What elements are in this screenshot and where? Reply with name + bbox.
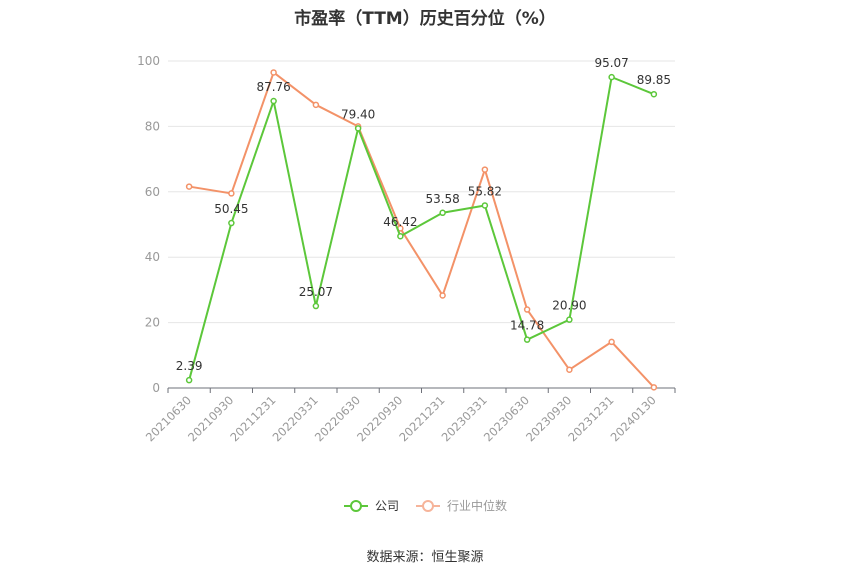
series-1-point	[439, 292, 446, 299]
legend-item-industry[interactable]: 行业中位数	[415, 497, 507, 514]
data-labels: 2.39 50.45 87.76 25.07 79.40 46.42 53.58 55.82 1…	[176, 56, 671, 373]
x-axis: 2021063020210930202112312022033120220630…	[143, 387, 676, 444]
series-layer	[185, 69, 658, 391]
series-0-point	[312, 302, 320, 310]
line-chart: 0 20 40 60 80 100 202106302021093020211231202…	[137, 54, 676, 444]
legend-marker-company	[343, 499, 368, 512]
data-label: 50.45	[214, 202, 248, 216]
series-0-point	[185, 376, 193, 384]
data-label: 46.42	[383, 215, 417, 229]
series-0-point	[228, 219, 235, 227]
data-label: 95.07	[594, 56, 628, 70]
series-1-point	[650, 384, 658, 391]
series-0-point	[354, 125, 362, 132]
series-line-0	[188, 76, 655, 381]
series-1-point	[608, 338, 615, 346]
series-1-point	[228, 190, 235, 197]
series-0-point	[566, 316, 573, 323]
series-line-1	[188, 71, 655, 389]
series-0-point	[650, 90, 658, 98]
series-0-point	[439, 209, 446, 217]
y-tick-label: 100	[137, 54, 160, 68]
data-label: 20.90	[552, 299, 586, 313]
legend-marker-industry	[416, 499, 440, 512]
legend-label-industry: 行业中位数	[447, 499, 508, 513]
y-tick-label: 40	[145, 250, 160, 264]
series-1-point	[312, 101, 320, 109]
series-1-point	[523, 306, 531, 313]
series-1-point	[185, 183, 193, 190]
chart-title: 市盈率（TTM）历史百分位（%）	[294, 9, 556, 29]
legend-label-company: 公司	[374, 499, 399, 513]
y-tick-label: 80	[145, 119, 160, 133]
data-label: 55.82	[468, 184, 502, 198]
series-0-point	[608, 73, 615, 81]
legend: 公司 行业中位数	[0, 497, 850, 514]
data-label: 25.07	[299, 285, 333, 299]
y-tick-label: 20	[145, 316, 160, 330]
data-label: 53.58	[425, 192, 459, 206]
series-0-point	[270, 97, 277, 105]
data-label: 87.76	[256, 80, 290, 94]
y-tick-label: 60	[145, 185, 160, 199]
x-tick-label: 20240130	[608, 393, 659, 444]
data-label: 79.40	[341, 107, 375, 121]
data-source: 数据来源：恒生聚源	[366, 550, 484, 565]
data-label: 14.78	[510, 319, 544, 333]
series-0-point	[523, 336, 531, 343]
series-1-point	[481, 166, 489, 173]
series-1-point	[270, 69, 277, 76]
series-1-point	[566, 366, 573, 373]
y-axis: 0 20 40 60 80 100	[137, 54, 160, 395]
series-0-point	[481, 202, 489, 209]
data-label: 2.39	[176, 359, 203, 373]
legend-item-company[interactable]: 公司	[343, 497, 399, 514]
y-tick-label: 0	[152, 381, 160, 395]
data-label: 89.85	[637, 73, 671, 87]
series-0-point	[397, 232, 404, 240]
grid	[168, 60, 675, 324]
